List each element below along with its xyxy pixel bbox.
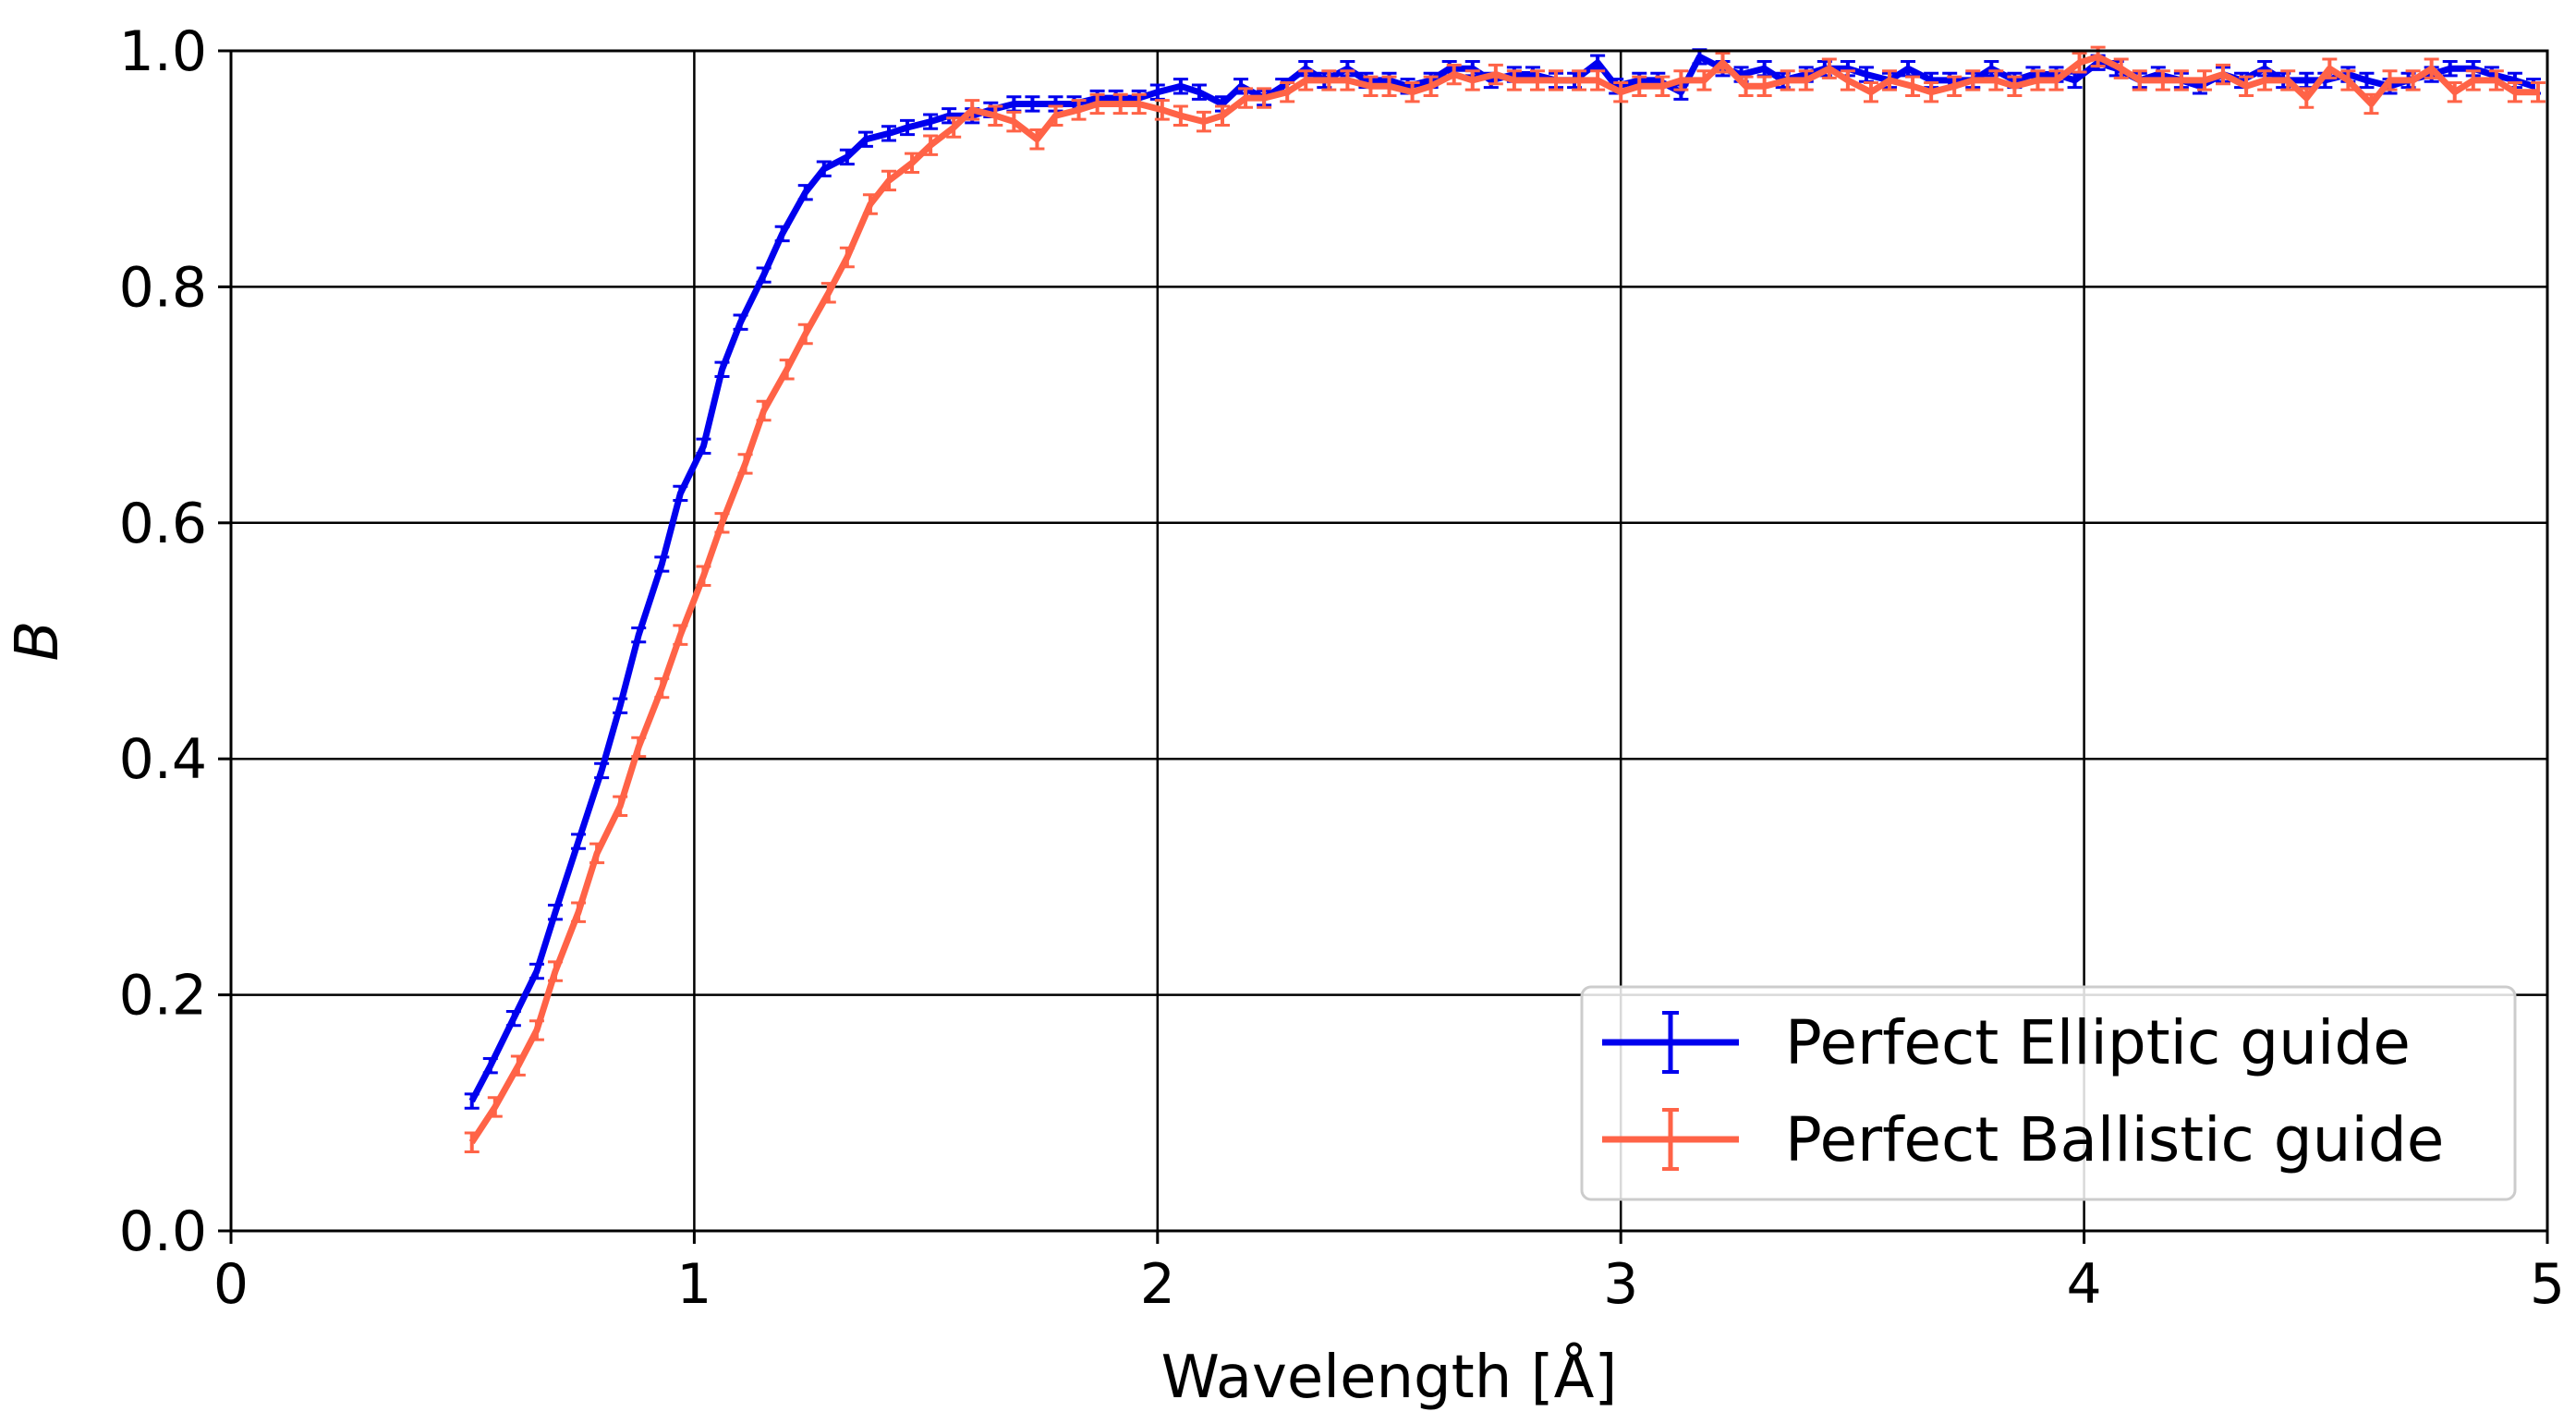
x-tick-label: 4 xyxy=(2067,1252,2102,1317)
y-tick-label: 0.0 xyxy=(119,1199,207,1264)
legend-label: Perfect Ballistic guide xyxy=(1785,1104,2444,1175)
x-axis-label: Wavelength [Å] xyxy=(1161,1342,1618,1412)
series-layer xyxy=(464,45,2546,1153)
legend-box xyxy=(1580,985,2517,1201)
legend-label: Perfect Elliptic guide xyxy=(1785,1007,2411,1078)
legend: Perfect Elliptic guide Perfect Ballistic … xyxy=(1580,985,2517,1201)
x-tick-label: 3 xyxy=(1603,1252,1638,1317)
y-tick-label: 0.8 xyxy=(119,255,207,320)
y-tick-label: 0.4 xyxy=(119,727,207,792)
x-tick-label: 0 xyxy=(213,1252,249,1317)
x-tick-label: 1 xyxy=(676,1252,711,1317)
x-tick-label: 5 xyxy=(2530,1252,2565,1317)
y-tick-label: 0.6 xyxy=(119,492,207,556)
series-line xyxy=(468,53,2538,1145)
series-ballistic xyxy=(464,45,2546,1153)
plot-frame xyxy=(229,49,2549,1233)
y-tick-label: 1.0 xyxy=(119,19,207,84)
y-axis-label: B xyxy=(4,621,72,662)
series-elliptic xyxy=(464,48,2541,1110)
series-line xyxy=(468,53,2535,1103)
x-tick-label: 2 xyxy=(1140,1252,1175,1317)
y-tick-label: 0.2 xyxy=(119,964,207,1028)
axis-ticks: 0 1 2 3 4 5 0.0 0.2 0.4 0.6 0.8 1.0 xyxy=(119,19,2566,1317)
